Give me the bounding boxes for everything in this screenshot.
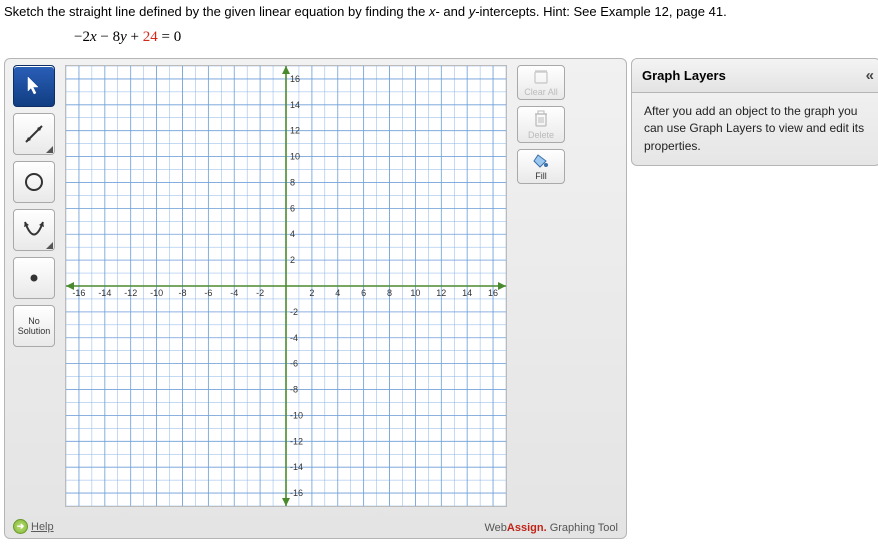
svg-text:-16: -16	[72, 288, 85, 298]
svg-text:-12: -12	[124, 288, 137, 298]
parabola-tool[interactable]	[13, 209, 55, 251]
clear-all-icon	[532, 69, 550, 85]
equation: −2x − 8y + 24 = 0	[74, 29, 878, 46]
svg-text:6: 6	[361, 288, 366, 298]
no-solution-label-2: Solution	[18, 326, 51, 336]
point-tool[interactable]	[13, 257, 55, 299]
graph-layers-panel: Graph Layers « After you add an object t…	[631, 58, 878, 166]
graph-layers-title: Graph Layers	[642, 68, 726, 83]
eq-t4: 24	[143, 29, 158, 45]
fill-icon	[532, 153, 550, 169]
fill-label: Fill	[535, 171, 547, 181]
clear-all-label: Clear All	[524, 87, 558, 97]
svg-text:10: 10	[410, 288, 420, 298]
q-part1: Sketch the straight line defined by the …	[4, 4, 429, 19]
plot-area[interactable]: -16 -16 -14 -14 -12 -12 -10 -10 -8 -8 -6 -6 -4 -4 -2 -2…	[65, 65, 507, 507]
eq-v2: y	[120, 29, 127, 45]
graph-layers-text: After you add an object to the graph you…	[644, 104, 864, 153]
svg-text:-6: -6	[290, 359, 298, 369]
svg-text:4: 4	[290, 229, 295, 239]
svg-text:12: 12	[436, 288, 446, 298]
attribution: WebAssign. Graphing Tool	[484, 522, 618, 534]
svg-text:16: 16	[488, 288, 498, 298]
svg-text:8: 8	[387, 288, 392, 298]
svg-text:2: 2	[290, 255, 295, 265]
svg-text:-4: -4	[230, 288, 238, 298]
toolbox: No Solution	[13, 65, 55, 347]
line-icon	[23, 123, 45, 145]
svg-text:-2: -2	[290, 307, 298, 317]
svg-text:8: 8	[290, 177, 295, 187]
point-icon	[29, 273, 39, 283]
svg-text:-12: -12	[290, 436, 303, 446]
fill-button[interactable]: Fill	[517, 149, 565, 184]
eq-t2: − 8	[97, 29, 120, 45]
parabola-icon	[22, 219, 46, 241]
question-text: Sketch the straight line defined by the …	[4, 4, 878, 19]
help-icon: ➜	[13, 519, 28, 534]
circle-tool[interactable]	[13, 161, 55, 203]
attr-bold: Assign.	[507, 522, 547, 534]
graphing-tool-panel: No Solution -16 -16 -14 -14 -12 -12 -10 -10 -8 -8…	[4, 58, 627, 539]
submenu-mark	[46, 146, 53, 153]
delete-button[interactable]: Delete	[517, 106, 565, 143]
svg-text:16: 16	[290, 74, 300, 84]
submenu-mark	[46, 242, 53, 249]
svg-text:-10: -10	[290, 410, 303, 420]
pointer-icon	[26, 76, 42, 96]
svg-text:-16: -16	[290, 488, 303, 498]
collapse-icon[interactable]: «	[866, 67, 870, 84]
svg-text:14: 14	[462, 288, 472, 298]
clear-all-button[interactable]: Clear All	[517, 65, 565, 100]
graph-layers-header[interactable]: Graph Layers «	[631, 58, 878, 93]
line-tool[interactable]	[13, 113, 55, 155]
graph-layers-body: After you add an object to the graph you…	[631, 93, 878, 166]
pointer-tool[interactable]	[13, 65, 55, 107]
svg-text:12: 12	[290, 126, 300, 136]
help-link[interactable]: ➜ Help	[13, 519, 54, 534]
svg-text:-14: -14	[98, 288, 111, 298]
svg-text:4: 4	[335, 288, 340, 298]
svg-text:-2: -2	[256, 288, 264, 298]
trash-icon	[533, 110, 549, 128]
svg-text:6: 6	[290, 203, 295, 213]
coordinate-grid: -16 -16 -14 -14 -12 -12 -10 -10 -8 -8 -6 -6 -4 -4 -2 -2…	[66, 66, 506, 506]
svg-text:-8: -8	[178, 288, 186, 298]
attr-suffix: Graphing Tool	[547, 522, 618, 534]
side-actions: Clear All Delete Fill	[517, 65, 565, 184]
svg-text:-8: -8	[290, 385, 298, 395]
no-solution-tool[interactable]: No Solution	[13, 305, 55, 347]
circle-icon	[23, 171, 45, 193]
svg-text:10: 10	[290, 152, 300, 162]
svg-text:-14: -14	[290, 462, 303, 472]
q-mid1: - and	[435, 4, 468, 19]
help-label: Help	[31, 521, 54, 533]
svg-text:14: 14	[290, 100, 300, 110]
no-solution-label-1: No	[28, 316, 40, 326]
eq-v1: x	[90, 29, 97, 45]
svg-text:-4: -4	[290, 333, 298, 343]
eq-t3: +	[127, 29, 143, 45]
attr-prefix: Web	[484, 522, 506, 534]
svg-text:2: 2	[309, 288, 314, 298]
eq-t1: −2	[74, 29, 90, 45]
svg-text:-10: -10	[150, 288, 163, 298]
svg-text:-6: -6	[204, 288, 212, 298]
eq-t5: = 0	[158, 29, 181, 45]
delete-label: Delete	[528, 130, 554, 140]
q-tail: -intercepts. Hint: See Example 12, page …	[475, 4, 726, 19]
